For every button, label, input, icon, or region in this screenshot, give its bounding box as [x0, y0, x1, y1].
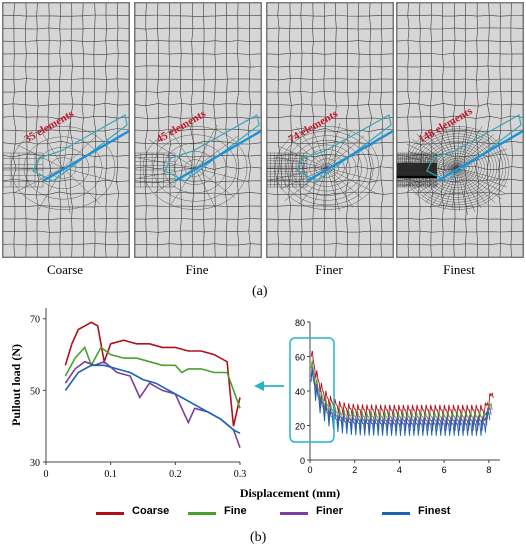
- full-series-line-coarse: [310, 350, 494, 417]
- right-x-tick-label: 0: [307, 465, 312, 475]
- legend-text-fine: Fine: [224, 505, 247, 517]
- mesh-lines: [135, 3, 261, 257]
- anchor-line: [436, 129, 523, 183]
- mesh-lines: [397, 3, 523, 257]
- zoom-arrow-head: [254, 381, 264, 391]
- mesh-panel-finer: 74 elements: [266, 2, 394, 258]
- series-line-finer: [64, 360, 241, 448]
- x-axis-title: Displacement (mm): [240, 486, 340, 500]
- right-x-tick-label: 6: [442, 465, 447, 475]
- legend-text-finer: Finer: [316, 505, 343, 517]
- mesh-label-finest: Finest: [443, 262, 475, 277]
- mesh-refinement: [3, 122, 119, 214]
- zoom-highlight-box: [289, 337, 335, 443]
- mesh-grid: [397, 3, 523, 257]
- mesh-grid: [267, 3, 393, 257]
- mesh-label-finer: Finer: [315, 262, 343, 277]
- left-x-tick-label: 0.2: [169, 469, 182, 480]
- mesh-label-coarse: Coarse: [46, 262, 84, 277]
- dense-region: [397, 163, 437, 177]
- anchor-outline: [426, 114, 522, 182]
- left-x-tick-label: 0.3: [234, 469, 247, 480]
- left-y-tick-label: 70: [30, 315, 40, 326]
- left-x-tick-label: 0: [44, 469, 49, 480]
- legend-text-coarse: Coarse: [132, 505, 170, 517]
- left-y-tick-label: 50: [30, 386, 40, 397]
- mesh-panel-fine: 45 elements: [134, 2, 262, 258]
- legend-swatch-coarse: [96, 512, 124, 515]
- anchor-outline: [296, 114, 392, 182]
- series-line-finest: [64, 364, 241, 435]
- mesh-refinement: [267, 120, 380, 212]
- right-y-tick-label: 40: [295, 387, 305, 397]
- right-y-tick-label: 20: [295, 422, 305, 432]
- anchor-outline: [164, 114, 260, 182]
- right-y-tick-label: 60: [295, 353, 305, 363]
- y-axis-title: Pullout load (N): [9, 344, 23, 426]
- legend-swatch-finer: [280, 512, 308, 515]
- mesh-grid: [3, 3, 129, 257]
- left-y-tick-label: 30: [30, 458, 40, 469]
- chart-legend: Coarse Fine Finer Finest: [92, 505, 522, 523]
- right-x-tick-label: 4: [397, 465, 402, 475]
- right-y-tick-label: 0: [300, 456, 305, 466]
- series-line-fine: [64, 345, 241, 409]
- legend-swatch-fine: [188, 512, 216, 515]
- right-y-tick-label: 80: [295, 318, 305, 328]
- mesh-lines: [267, 3, 393, 257]
- legend-swatch-finest: [382, 512, 410, 515]
- mesh-refinement: [135, 123, 249, 210]
- anchor-line: [42, 129, 129, 183]
- mesh-lines: [3, 3, 129, 257]
- series-line-coarse: [64, 321, 241, 427]
- legend-text-finest: Finest: [418, 505, 451, 517]
- right-x-tick-label: 2: [352, 465, 357, 475]
- mesh-refinement: [397, 125, 510, 215]
- mesh-panel-coarse: 35 elements: [2, 2, 130, 258]
- left-x-tick-label: 0.1: [104, 469, 117, 480]
- anchor-outline: [32, 114, 128, 182]
- right-x-tick-label: 8: [486, 465, 491, 475]
- mesh-panel-finest: 148 elements: [396, 2, 524, 258]
- subfigure-a-label: (a): [252, 284, 268, 299]
- full-series-line-finest: [310, 370, 491, 436]
- mesh-grid: [135, 3, 261, 257]
- anchor-line: [174, 129, 261, 183]
- anchor-line: [306, 129, 393, 183]
- mesh-label-fine: Fine: [185, 262, 209, 277]
- subfigure-b-label: (b): [250, 530, 267, 545]
